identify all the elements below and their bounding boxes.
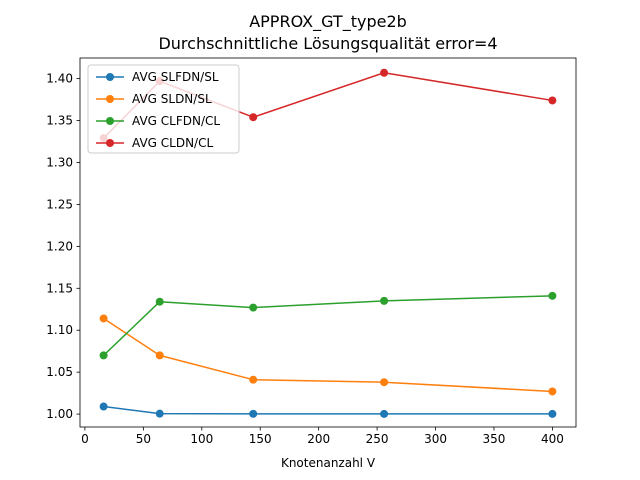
y-tick-label-5: 1.25	[46, 197, 73, 211]
data-point-2-1	[155, 297, 164, 306]
x-axis-label: Knotenanzahl V	[281, 456, 376, 470]
data-point-2-4	[548, 291, 557, 300]
legend-entry-2: AVG CLFDN/CL	[132, 114, 220, 128]
x-tick-label-6: 300	[424, 432, 447, 446]
y-axis-ticks: 1.00 1.05 1.10 1.15 1.20 1.25 1.30 1.35 1.40	[46, 72, 80, 421]
data-point-1-4	[548, 387, 557, 396]
y-tick-label-3: 1.15	[46, 281, 73, 295]
y-tick-label-4: 1.20	[46, 239, 73, 253]
data-point-1-0	[99, 314, 108, 323]
data-point-1-2	[249, 375, 258, 384]
y-tick-label-2: 1.10	[46, 323, 73, 337]
x-tick-label-7: 350	[483, 432, 506, 446]
x-tick-label-0: 0	[81, 432, 89, 446]
y-tick-label-6: 1.30	[46, 155, 73, 169]
legend-entry-1: AVG SLDN/SL	[132, 92, 212, 106]
plot-area	[79, 57, 577, 428]
data-point-0-1	[155, 409, 164, 418]
y-tick-label-1: 1.05	[46, 365, 73, 379]
x-tick-label-1: 50	[136, 432, 151, 446]
legend-marker-2	[106, 117, 114, 125]
data-point-1-3	[380, 378, 389, 387]
y-tick-label-7: 1.35	[46, 114, 73, 128]
data-point-0-0	[99, 402, 108, 411]
x-tick-label-5: 250	[366, 432, 389, 446]
x-tick-label-3: 150	[249, 432, 272, 446]
data-point-2-0	[99, 351, 108, 360]
x-tick-label-8: 400	[541, 432, 564, 446]
data-point-2-3	[380, 296, 389, 305]
legend-marker-1	[106, 95, 114, 103]
data-point-2-2	[249, 303, 258, 312]
data-point-0-2	[249, 409, 258, 418]
data-point-3-4	[548, 96, 557, 105]
chart-subtitle: Durchschnittliche Lösungsqualität error=…	[158, 34, 497, 53]
data-point-3-2	[249, 113, 258, 122]
data-point-1-1	[155, 351, 164, 360]
legend-box	[87, 64, 240, 154]
data-point-0-3	[380, 409, 389, 418]
legend-marker-3	[106, 139, 114, 147]
chart-title: APPROX_GT_type2b	[249, 12, 407, 32]
axes-frame	[79, 57, 577, 428]
y-tick-label-0: 1.00	[46, 407, 73, 421]
data-point-0-4	[548, 409, 557, 418]
data-point-3-3	[380, 68, 389, 77]
x-axis-ticks: 0 50 100 150 200 250 300 350 400	[81, 427, 564, 446]
legend-entry-3: AVG CLDN/CL	[132, 136, 213, 150]
legend: AVG SLFDN/SL AVG SLDN/SL AVG CLFDN/CL AVG C…	[87, 64, 240, 154]
y-tick-label-8: 1.40	[46, 72, 73, 86]
x-tick-label-4: 200	[307, 432, 330, 446]
legend-marker-0	[106, 73, 114, 81]
x-tick-label-2: 100	[190, 432, 213, 446]
legend-entry-0: AVG SLFDN/SL	[132, 70, 219, 84]
